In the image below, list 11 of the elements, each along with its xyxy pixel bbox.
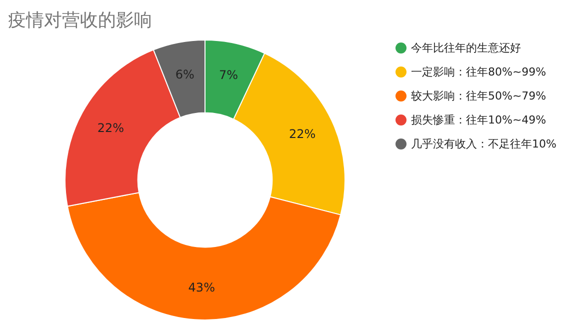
data-label: 22% <box>289 127 316 142</box>
legend-label: 一定影响：往年80%~99% <box>411 66 546 78</box>
legend-label: 几乎没有收入：不足往年10% <box>411 138 556 150</box>
legend-label: 今年比往年的生意还好 <box>411 42 521 54</box>
data-label: 7% <box>218 68 238 82</box>
data-label: 43% <box>188 280 215 295</box>
data-label: 6% <box>175 67 194 82</box>
legend-label: 较大影响：往年50%~79% <box>411 90 546 102</box>
chart-title: 疫情对营收的影响 <box>8 10 152 31</box>
data-label: 22% <box>97 121 124 136</box>
legend-label: 损失惨重：往年10%~49% <box>411 114 546 126</box>
